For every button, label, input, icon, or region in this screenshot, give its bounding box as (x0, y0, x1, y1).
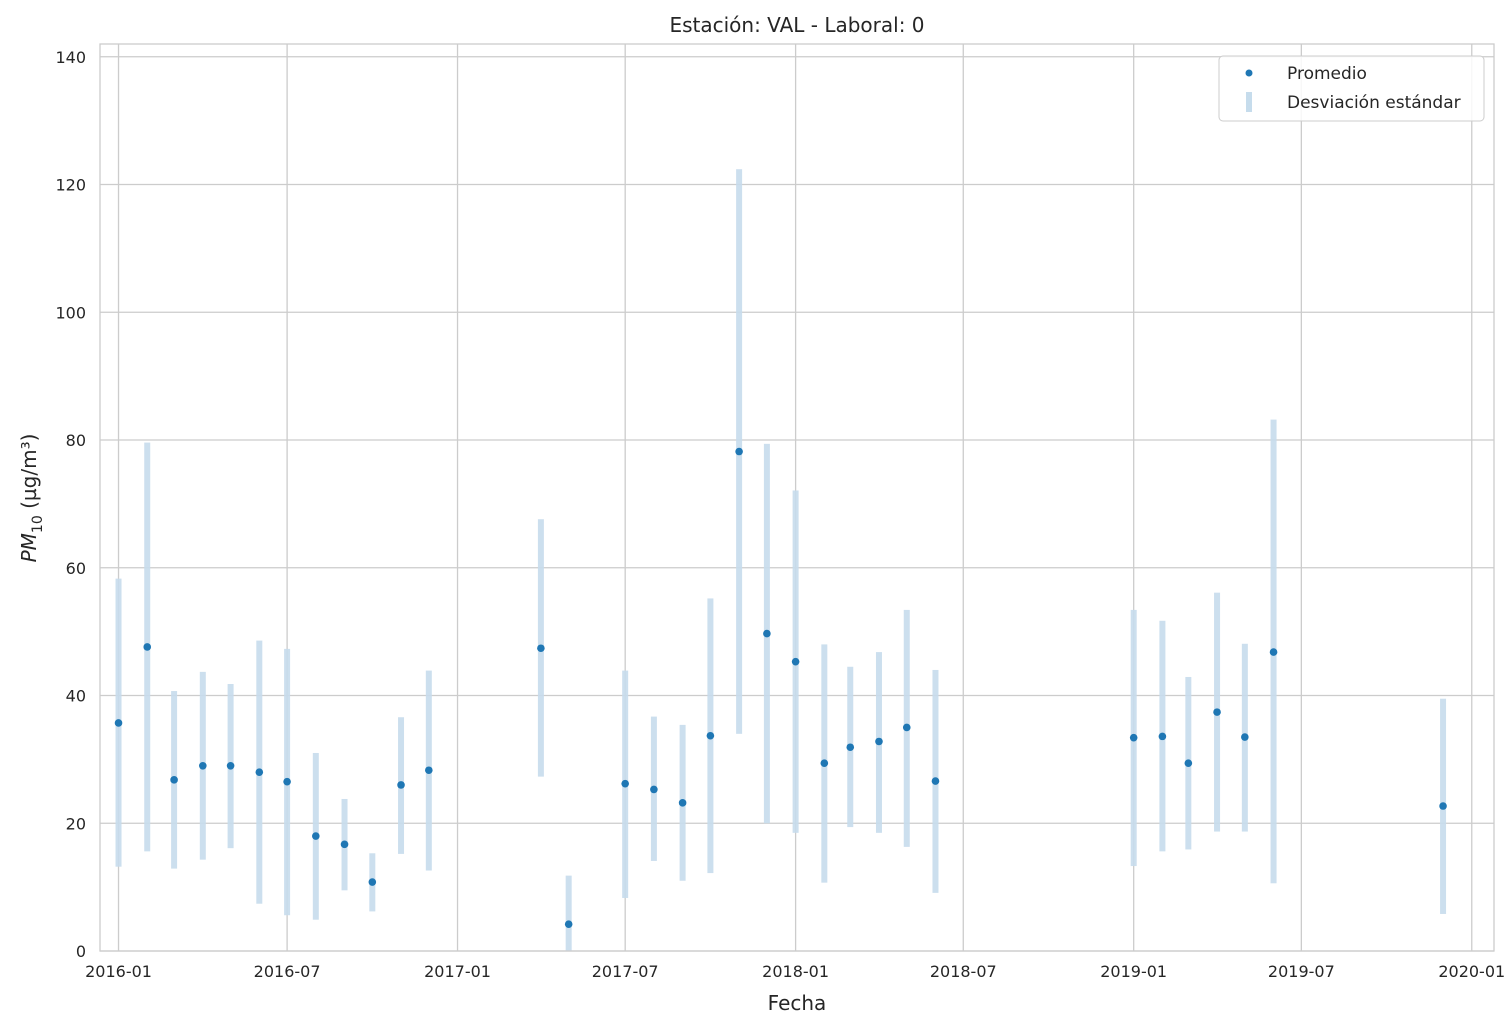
mean-point (114, 719, 123, 727)
mean-point (170, 776, 178, 784)
y-tick-label: 100 (55, 303, 86, 322)
mean-point (1241, 733, 1249, 741)
x-tick-label: 2018-07 (930, 962, 997, 981)
mean-point (368, 878, 377, 886)
plot-frame (99, 43, 1495, 952)
mean-point (791, 657, 800, 666)
mean-point (564, 920, 573, 928)
y-axis-ticks: 0 20 40 60 80 100 120 140 (55, 48, 86, 961)
x-tick-label: 2020-01 (1438, 962, 1505, 981)
legend-frame (1218, 55, 1485, 122)
mean-point (143, 643, 152, 651)
x-tick-label: 2016-01 (85, 962, 152, 981)
y-tick-label: 80 (66, 431, 86, 450)
y-tick-label: 60 (66, 559, 86, 578)
mean-point (931, 777, 940, 785)
legend-label-mean: Promedio (1287, 64, 1367, 84)
mean-point (425, 766, 433, 775)
y-tick-label: 120 (55, 176, 86, 195)
mean-point (1269, 648, 1278, 656)
mean-point (397, 781, 405, 789)
mean-point (283, 777, 291, 786)
mean-point (537, 644, 545, 653)
mean-point (621, 779, 629, 788)
mean-point (902, 723, 911, 732)
x-tick-label: 2016-07 (254, 962, 321, 981)
y-axis-label: PM10 (µg/m³) (17, 434, 46, 563)
mean-point (735, 447, 743, 456)
y-axis-label-unit: (µg/m³) (17, 434, 41, 516)
mean-point (1439, 802, 1447, 810)
mean-point (763, 629, 771, 638)
chart-title: Estación: VAL - Laboral: 0 (669, 13, 924, 37)
x-tick-label: 2019-01 (1100, 962, 1167, 981)
x-tick-label: 2017-01 (424, 962, 491, 981)
mean-point (1129, 733, 1138, 742)
legend-marker-mean (1245, 69, 1253, 77)
x-axis-label: Fecha (768, 991, 827, 1015)
mean-point (875, 737, 883, 746)
y-tick-label: 20 (66, 814, 86, 833)
x-tick-label: 2017-07 (592, 962, 659, 981)
mean-point (226, 761, 235, 770)
std-bar (565, 875, 572, 951)
y-axis-label-base: PM (17, 533, 41, 562)
mean-point (255, 768, 264, 776)
mean-point (1184, 759, 1193, 768)
mean-point (1213, 708, 1221, 716)
mean-point (340, 840, 349, 849)
legend-marker-std (1246, 92, 1252, 112)
x-tick-label: 2018-01 (762, 962, 829, 981)
mean-point (706, 731, 715, 740)
legend: Promedio Desviación estándar (1218, 55, 1485, 122)
y-axis-label-sub: 10 (30, 515, 46, 533)
mean-point (1158, 732, 1167, 741)
x-axis-ticks: 2016-01 2016-07 2017-01 2017-07 2018-01 2018-… (85, 962, 1505, 981)
mean-point (312, 832, 320, 840)
y-tick-label: 140 (55, 48, 86, 67)
x-tick-label: 2019-07 (1268, 962, 1335, 981)
legend-label-std: Desviación estándar (1287, 93, 1461, 113)
mean-points (114, 447, 1447, 928)
mean-point (678, 799, 687, 807)
y-tick-label: 40 (66, 687, 86, 706)
y-tick-label: 0 (76, 942, 86, 961)
mean-point (199, 761, 207, 770)
mean-point (650, 785, 658, 794)
mean-point (846, 743, 855, 752)
mean-point (820, 759, 829, 768)
